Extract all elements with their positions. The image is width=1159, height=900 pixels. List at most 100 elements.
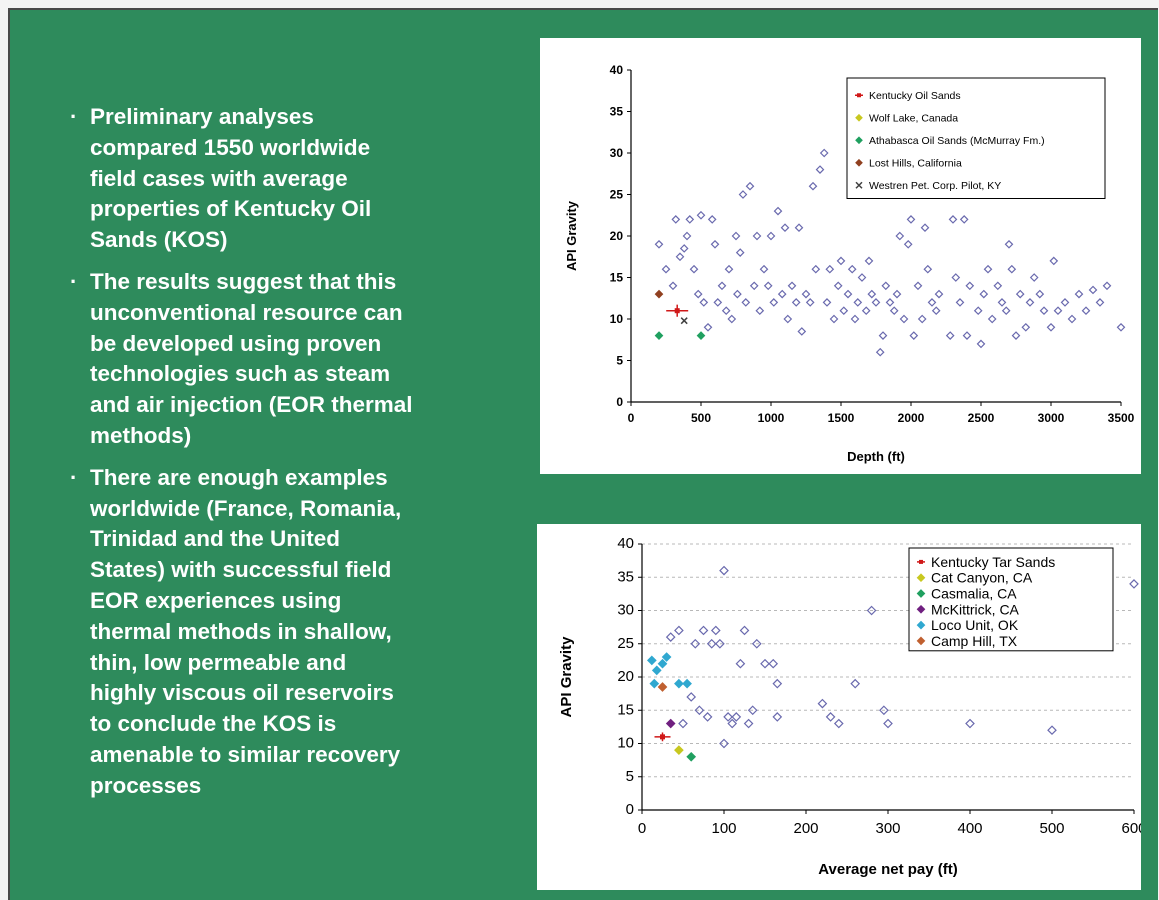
x-tick-label: 1000 xyxy=(758,411,785,425)
data-point xyxy=(1053,306,1063,316)
data-point xyxy=(833,281,843,291)
legend-swatch xyxy=(916,604,926,614)
legend-label: Loco Unit, OK xyxy=(931,617,1019,633)
y-tick-label: 20 xyxy=(610,229,624,243)
y-tick-label: 5 xyxy=(626,768,634,785)
data-point xyxy=(1116,322,1126,332)
data-point xyxy=(881,281,891,291)
data-point xyxy=(719,738,729,749)
data-point xyxy=(713,298,723,307)
data-point xyxy=(973,306,983,316)
data-point xyxy=(1102,281,1112,291)
bullet-list: · Preliminary analyses compared 1550 world… xyxy=(68,102,508,813)
legend-swatch xyxy=(857,93,861,98)
legend-label: Casmalia, CA xyxy=(931,586,1017,602)
legend-label: Camp Hill, TX xyxy=(931,633,1018,649)
data-point xyxy=(811,264,821,274)
data-point xyxy=(787,281,797,291)
data-point xyxy=(654,289,664,299)
x-tick-label: 1500 xyxy=(828,411,855,425)
data-point xyxy=(791,298,801,307)
data-point xyxy=(710,625,721,636)
legend-label: Kentucky Oil Sands xyxy=(869,90,961,102)
y-tick-label: 35 xyxy=(617,568,634,585)
data-point xyxy=(657,658,668,669)
netpay-scatter-chart: 05101520253035400100200300400500600Avera… xyxy=(558,535,1147,878)
data-point xyxy=(979,289,989,299)
data-point xyxy=(646,655,657,666)
y-tick-label: 10 xyxy=(610,312,624,326)
data-point xyxy=(661,264,671,274)
bullet-marker: · xyxy=(70,464,78,490)
data-point xyxy=(1025,298,1035,307)
y-tick-label: 30 xyxy=(610,146,624,160)
data-point xyxy=(1039,306,1049,316)
data-point xyxy=(657,682,668,692)
data-point xyxy=(772,712,783,722)
data-point xyxy=(951,273,961,282)
data-point xyxy=(738,190,748,199)
x-axis-title: Depth (ft) xyxy=(847,449,905,464)
data-point xyxy=(965,718,975,729)
legend-swatch xyxy=(855,136,863,145)
data-point xyxy=(857,273,867,282)
legend-box xyxy=(908,547,1114,652)
data-point xyxy=(836,256,846,266)
data-point xyxy=(751,638,762,649)
data-point xyxy=(885,298,895,307)
x-tick-label: 500 xyxy=(691,411,711,425)
data-point xyxy=(686,692,697,702)
x-tick-label: 0 xyxy=(628,411,635,425)
y-tick-label: 15 xyxy=(610,271,624,285)
data-point xyxy=(694,705,705,716)
data-point xyxy=(724,264,734,274)
data-point xyxy=(1067,314,1077,324)
legend-swatch xyxy=(855,181,863,189)
legend-swatch xyxy=(916,636,926,646)
data-point xyxy=(1001,306,1011,316)
data-point xyxy=(808,181,818,191)
data-point xyxy=(903,239,913,249)
data-point xyxy=(829,314,839,324)
y-axis-title: API Gravity xyxy=(564,200,579,271)
data-point xyxy=(866,605,877,616)
data-point xyxy=(661,652,672,662)
legend-swatch xyxy=(916,589,926,598)
data-point xyxy=(660,734,665,740)
y-tick-label: 5 xyxy=(616,354,623,368)
data-point xyxy=(693,289,703,299)
data-point xyxy=(674,678,684,689)
data-point xyxy=(853,298,863,307)
data-point xyxy=(889,306,899,316)
bullet-item: · The results suggest that this unconventi… xyxy=(68,267,508,452)
data-point xyxy=(682,231,692,241)
legend-label: Wolf Lake, Canada xyxy=(869,113,958,125)
y-tick-label: 40 xyxy=(610,63,624,77)
x-tick-label: 400 xyxy=(957,820,982,837)
data-point xyxy=(801,289,811,299)
data-point xyxy=(682,678,692,689)
data-point xyxy=(861,306,871,316)
data-point xyxy=(817,698,828,709)
data-point xyxy=(649,678,660,689)
data-point xyxy=(715,638,725,649)
data-point xyxy=(883,718,893,729)
data-point xyxy=(993,281,1003,291)
data-point xyxy=(703,322,713,332)
bullet-marker: · xyxy=(70,268,78,294)
data-point xyxy=(822,298,832,307)
depth-scatter-chart: 0 5 10 15 20 25 30 35 40 0 500 1000 1500 2000 2500 3000… xyxy=(564,63,1135,464)
data-point xyxy=(945,331,955,340)
data-point xyxy=(690,638,701,649)
data-point xyxy=(815,165,825,174)
legend-swatch xyxy=(919,559,923,564)
x-tick-label: 3000 xyxy=(1038,411,1065,425)
data-point xyxy=(654,239,664,249)
data-point xyxy=(733,289,742,299)
legend-box xyxy=(846,77,1106,199)
data-point xyxy=(654,331,664,340)
data-point xyxy=(927,298,937,307)
data-point xyxy=(1015,289,1025,299)
data-point xyxy=(731,712,742,722)
data-point xyxy=(777,289,787,299)
